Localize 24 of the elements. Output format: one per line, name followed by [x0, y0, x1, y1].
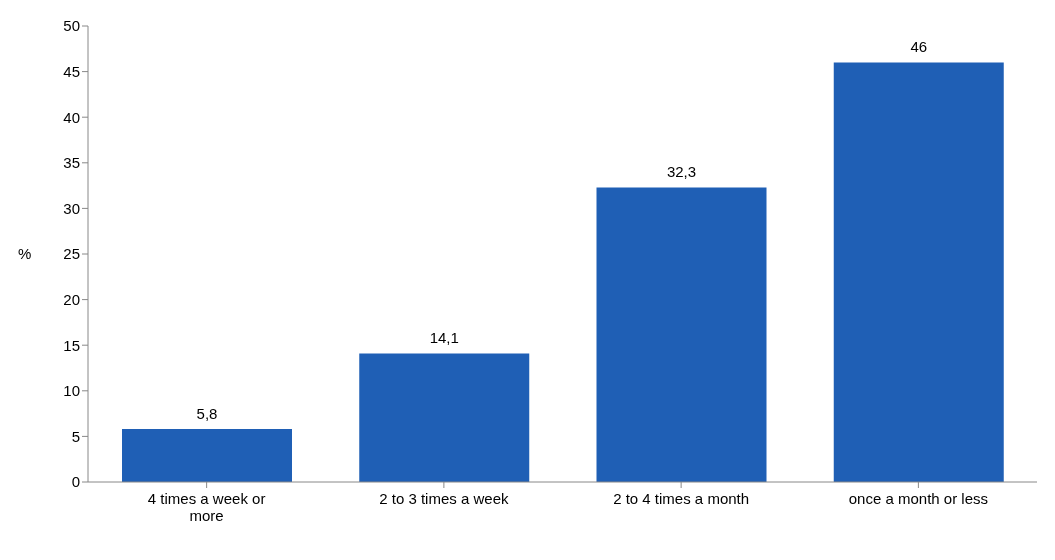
- y-tick-label: 25: [63, 245, 80, 263]
- y-tick-label: 10: [63, 382, 80, 400]
- y-tick-label: 45: [63, 62, 80, 80]
- bar: [122, 429, 292, 482]
- y-tick-label: 15: [63, 336, 80, 354]
- y-tick-label: 0: [71, 473, 80, 491]
- x-tick-label: 2 to 3 times a week: [379, 490, 509, 507]
- x-tick-label: once a month or less: [848, 490, 988, 507]
- y-axis-title: %: [18, 245, 32, 263]
- y-tick-label: 30: [63, 199, 80, 217]
- x-tick-label: 2 to 4 times a month: [613, 490, 750, 507]
- data-label: 5,8: [196, 405, 218, 423]
- bar: [833, 62, 1004, 482]
- x-tick-label: 4 times a week or more: [147, 490, 266, 524]
- data-label: 32,3: [666, 163, 697, 181]
- bar: [596, 187, 767, 482]
- data-label: 14,1: [429, 329, 459, 347]
- y-tick-label: 50: [63, 17, 80, 35]
- data-label: 46: [910, 38, 928, 56]
- bar: [359, 353, 530, 482]
- y-tick-label: 35: [63, 154, 80, 172]
- y-tick-label: 20: [63, 290, 80, 308]
- y-tick-label: 40: [63, 108, 80, 126]
- y-tick-label: 5: [71, 427, 80, 445]
